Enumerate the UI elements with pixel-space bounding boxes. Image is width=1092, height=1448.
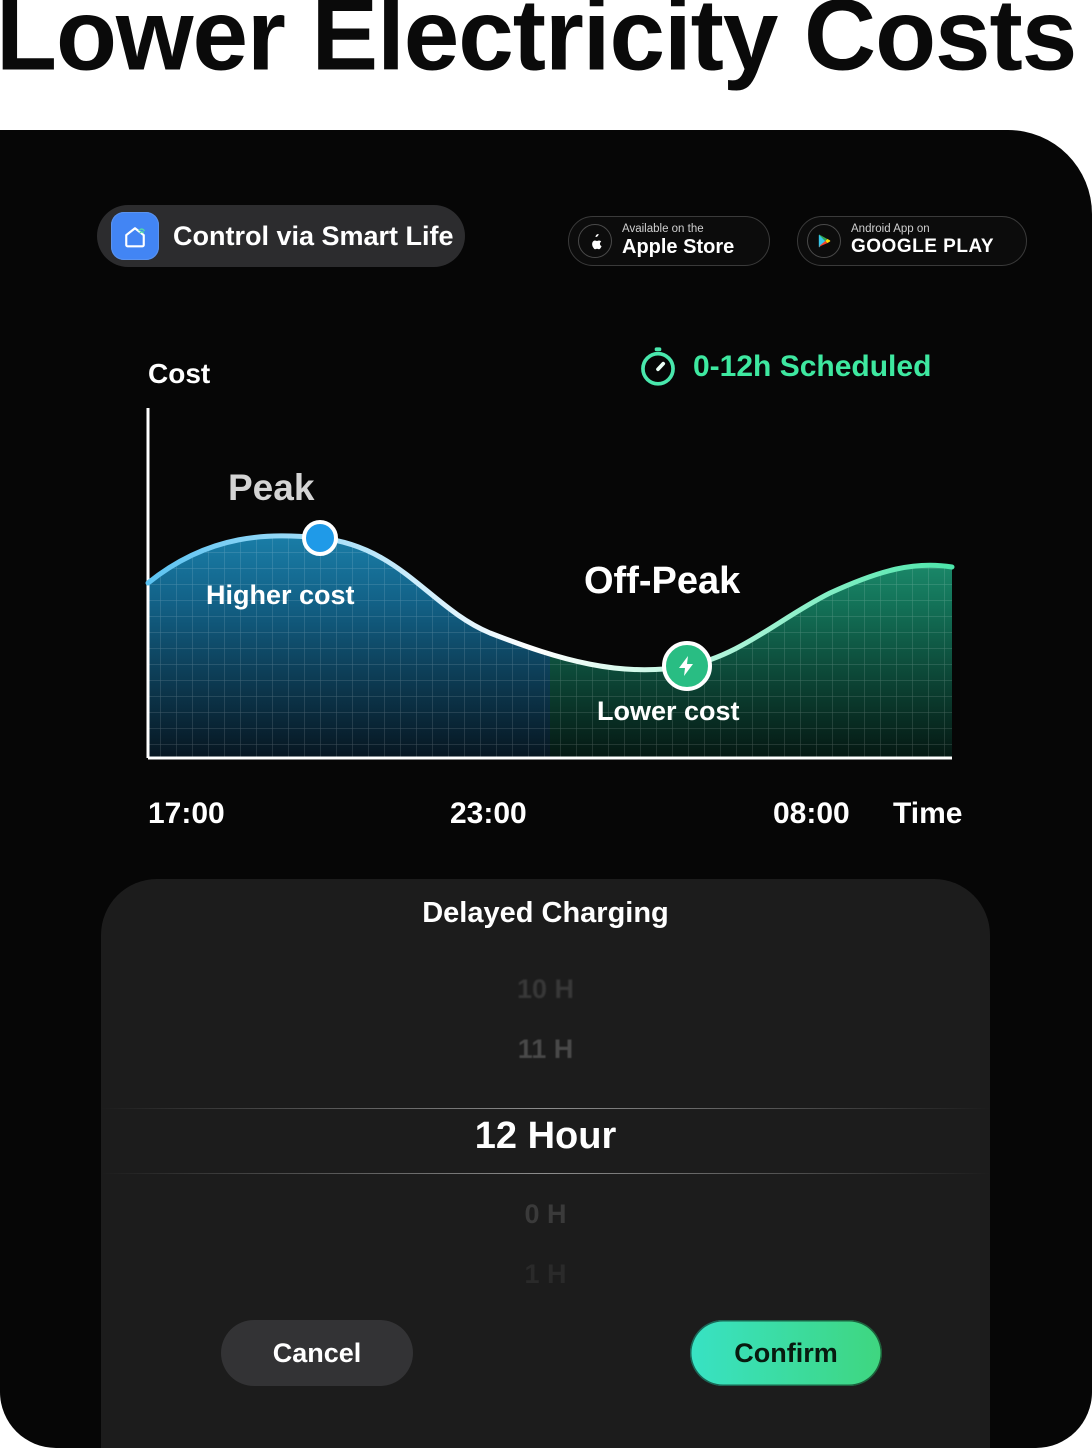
svg-text:Lower cost: Lower cost xyxy=(597,696,740,726)
svg-text:08:00: 08:00 xyxy=(773,797,850,830)
svg-text:Off-Peak: Off-Peak xyxy=(584,560,741,602)
svg-text:Peak: Peak xyxy=(228,467,315,508)
svg-text:Time: Time xyxy=(893,797,962,830)
svg-text:23:00: 23:00 xyxy=(450,797,527,830)
svg-text:Higher cost: Higher cost xyxy=(206,580,355,610)
svg-text:17:00: 17:00 xyxy=(148,797,225,830)
